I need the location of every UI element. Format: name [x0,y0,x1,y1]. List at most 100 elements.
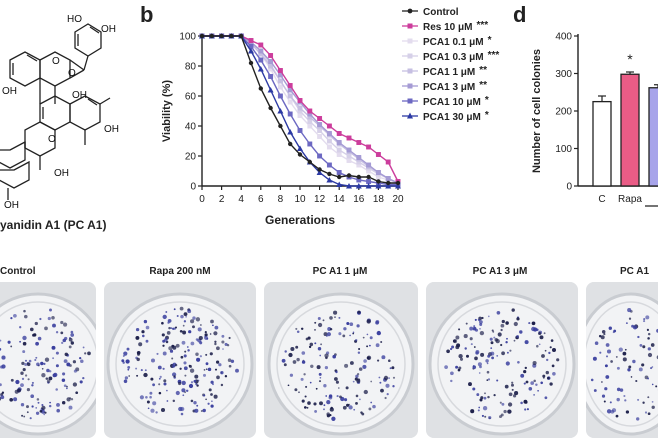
colony [479,365,482,369]
colony [450,371,454,376]
colony [507,402,513,407]
colony [52,373,57,378]
colony [150,408,155,413]
colony [524,408,527,411]
colony [305,385,308,388]
petri-dish-rim [437,301,567,427]
colony [334,316,336,318]
data-point [386,180,391,186]
colony [179,306,184,311]
colony [209,352,213,356]
colony [353,408,356,411]
legend-marker [407,83,413,89]
colony [466,354,469,358]
colony [368,407,372,411]
colony [26,405,29,409]
colony [205,353,208,356]
colony [295,345,299,349]
colony [212,383,214,386]
legend-marker [407,8,413,14]
colony [9,397,14,402]
colony [386,393,389,396]
colony [477,409,480,412]
colony [126,347,130,351]
colony [517,360,520,364]
colony [23,309,26,313]
structure-label: yanidin A1 (PC A1) [0,218,107,232]
colony [184,391,186,394]
colony [214,342,217,346]
colony [325,334,328,338]
colony [392,376,396,379]
colony [66,385,68,388]
data-point [199,33,205,39]
data-point [258,48,264,54]
colony [635,379,638,383]
colony [196,384,199,387]
colony [72,382,78,387]
colony-bar-chart: 0 100 200 300 400 Number of cell colonies C * Ra… [531,32,658,207]
colony [220,383,224,387]
colony [204,335,206,338]
colony [329,327,333,331]
colony [647,396,650,399]
data-point [375,183,382,189]
y-tick-label: 60 [185,92,197,103]
colony [37,401,40,404]
colony [331,416,336,421]
data-point [395,180,401,186]
colony [26,388,31,392]
data-point [248,48,254,54]
colony [301,351,306,355]
colony [375,320,379,325]
plate-label: PC A1 [620,266,650,277]
colony [204,331,207,334]
colony [149,395,152,399]
colony [21,361,25,366]
colony [70,398,74,401]
colony [642,401,645,404]
data-point [356,155,362,160]
colony [310,364,314,368]
colony [143,372,148,378]
colony [496,355,499,357]
data-point [258,42,264,48]
colony [458,353,463,359]
colony [157,365,162,370]
atom-label: HO [67,14,82,25]
x-tick-label: 20 [392,194,404,205]
colony [202,373,207,377]
colony [344,363,349,368]
colony [68,337,73,342]
colony [210,380,214,384]
colony [358,367,363,371]
colony [343,327,347,331]
colony [216,375,220,380]
colony [357,351,361,354]
colony [159,375,162,379]
colony [304,406,307,409]
data-point [356,174,361,180]
colony [369,344,371,347]
colony [158,391,162,395]
colony [56,408,60,413]
data-point [355,183,362,189]
colony [477,362,482,367]
colony [35,407,38,409]
colony [209,333,212,335]
data-point [395,183,401,189]
colony [493,336,496,339]
colony [500,413,504,417]
colony [497,332,502,337]
colony [370,401,373,404]
colony [51,316,55,320]
colony [317,316,321,321]
colony [610,409,615,414]
colony [193,401,197,405]
colony [314,342,317,345]
colony [0,348,2,351]
colony [190,341,195,346]
colony [70,333,75,337]
colony [544,396,548,400]
colony [356,378,361,383]
